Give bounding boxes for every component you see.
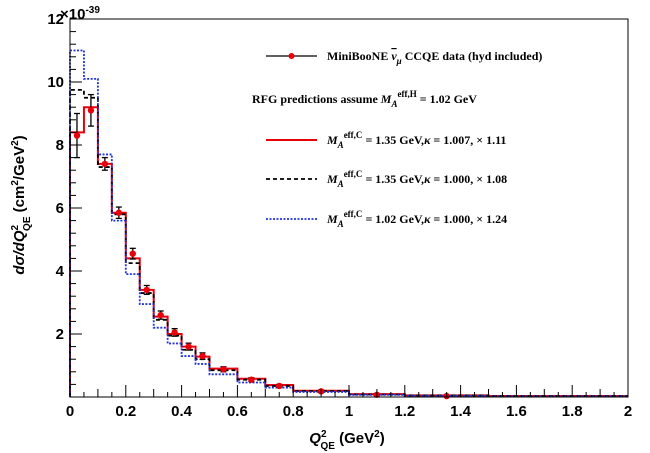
y-exponent-label: ×10-39 [60, 5, 100, 23]
legend-text-part: eff,C [344, 169, 363, 179]
legend-data-marker [288, 53, 295, 59]
legend-text-part: A [390, 99, 397, 109]
data-point [199, 352, 206, 360]
data-point [248, 376, 255, 383]
legend-text-part: ν [391, 49, 397, 63]
x-tick-label: 0.2 [115, 403, 136, 420]
data-point [143, 286, 150, 294]
x-tick-label: 2 [624, 403, 632, 420]
legend-text-part: κ [424, 133, 431, 147]
legend-text-part: κ [424, 172, 431, 186]
tick-labels: 0 0.2 0.4 0.6 0.8 1 1.2 1.4 1.6 1.8 2 2 4 6 8 10 12 [47, 11, 632, 420]
legend-text-part: μ [396, 56, 402, 66]
legend-text-part: M [326, 133, 338, 147]
y-axis-title: dσ/dQ2QE (cm2/GeV2) [10, 135, 33, 274]
legend-text-part: = 1.000, × 1.08 [430, 172, 507, 186]
data-point [87, 107, 95, 114]
y-tick-label: 12 [47, 11, 64, 28]
x-tick-label: 1.4 [450, 403, 472, 420]
legend-text-part: CCQE data (hyd included) [402, 49, 543, 63]
data-point [220, 366, 227, 373]
legend-text-part: M [380, 92, 392, 106]
x-tick-label: 1.8 [562, 403, 583, 420]
legend-entry-5: MAeff,C = 1.02 GeV,κ = 1.000, × 1.24 [326, 209, 507, 229]
x-tick-label: 1.6 [506, 403, 527, 420]
histogram-series-1 [69, 106, 628, 398]
y-tick-label: 10 [47, 74, 64, 91]
legend-entry-2: RFG predictions assume MAeff,H = 1.02 Ge… [252, 89, 477, 109]
x-tick-label: 0.4 [171, 403, 193, 420]
axis-ticks [69, 18, 629, 398]
x-tick-label: 0 [66, 403, 74, 420]
x-tick-label: 1.2 [394, 403, 415, 420]
x-axis-title: Q2 QE (GeV2) [309, 429, 384, 452]
x-tick-label: 0.6 [227, 403, 248, 420]
x-tick-label: 1 [345, 403, 353, 420]
legend-text-part: = 1.35 GeV, [362, 133, 424, 147]
legend-text-part: MiniBooNE [327, 49, 391, 63]
legend-text-part: RFG predictions assume [252, 92, 381, 106]
y-tick-label: 4 [56, 263, 65, 280]
legend-text-part: eff,H [397, 89, 416, 99]
legend-text-part: A [337, 179, 344, 189]
legend-text-part: eff,C [344, 209, 363, 219]
legend-text-part: = 1.02 GeV [417, 92, 477, 106]
plot-frame [69, 18, 629, 398]
y-tick-label: 2 [56, 326, 64, 343]
legend: MiniBooNE νμ CCQE data (hyd included) RFG… [252, 49, 542, 229]
data-point [171, 329, 178, 336]
legend-text-part: A [337, 219, 344, 229]
data-point [115, 209, 123, 216]
legend-text-part: = 1.007, × 1.11 [430, 133, 506, 147]
data-point [73, 132, 81, 139]
legend-entry-1: MiniBooNE νμ CCQE data (hyd included) [327, 49, 542, 66]
legend-text-part: A [337, 140, 344, 150]
legend-text-part: = 1.35 GeV, [362, 172, 424, 186]
y-tick-label: 8 [56, 137, 64, 154]
legend-text-part: M [326, 212, 338, 226]
legend-text-part: κ [424, 212, 431, 226]
data-point [157, 311, 164, 319]
legend-text-part: eff,C [344, 130, 363, 140]
legend-text-part: = 1.000, × 1.24 [430, 212, 507, 226]
y-tick-label: 6 [56, 200, 64, 217]
x-tick-label: 0.8 [283, 403, 304, 420]
legend-entry-3: MAeff,C = 1.35 GeV,κ = 1.007, × 1.11 [326, 130, 506, 150]
data-point [101, 160, 109, 168]
legend-entry-4: MAeff,C = 1.35 GeV,κ = 1.000, × 1.08 [326, 169, 507, 189]
data-point [276, 382, 283, 390]
histogram-series-2 [69, 88, 628, 397]
data-point [185, 343, 192, 350]
legend-text-part: = 1.02 GeV, [362, 212, 424, 226]
legend-text-part: M [326, 172, 338, 186]
data-point [129, 250, 136, 257]
